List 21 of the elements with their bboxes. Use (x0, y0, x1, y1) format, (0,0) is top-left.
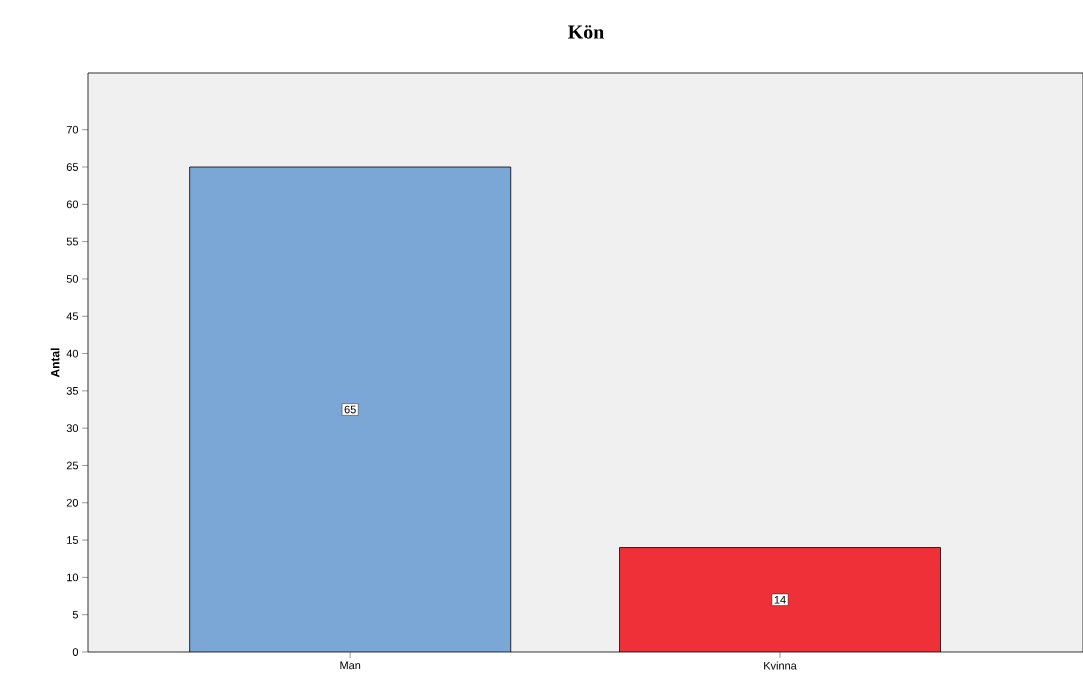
data-label: 14 (774, 596, 786, 604)
y-tick-label: 30 (66, 424, 79, 433)
y-tick-label: 70 (66, 125, 79, 134)
y-tick-label: 10 (67, 573, 79, 582)
y-tick-label: 0 (72, 648, 79, 656)
y-tick-label: 40 (66, 349, 79, 358)
x-tick-label: Kvinna (764, 661, 797, 670)
data-label: 65 (344, 405, 356, 414)
y-tick-label: 65 (66, 163, 79, 171)
y-tick-label: 5 (72, 610, 79, 619)
y-axis-title: Antal (50, 348, 60, 378)
y-tick-label: 50 (66, 275, 79, 283)
y-tick-label: 35 (66, 386, 79, 395)
y-tick-label: 25 (66, 461, 79, 470)
y-tick-label: 45 (66, 312, 79, 321)
y-tick-label: 15 (67, 536, 79, 544)
x-tick-label: Man (340, 661, 361, 670)
y-tick-label: 20 (66, 498, 79, 507)
y-tick-label: 60 (66, 200, 79, 209)
chart-title: Kön (568, 25, 604, 39)
y-tick-label: 55 (66, 237, 79, 246)
